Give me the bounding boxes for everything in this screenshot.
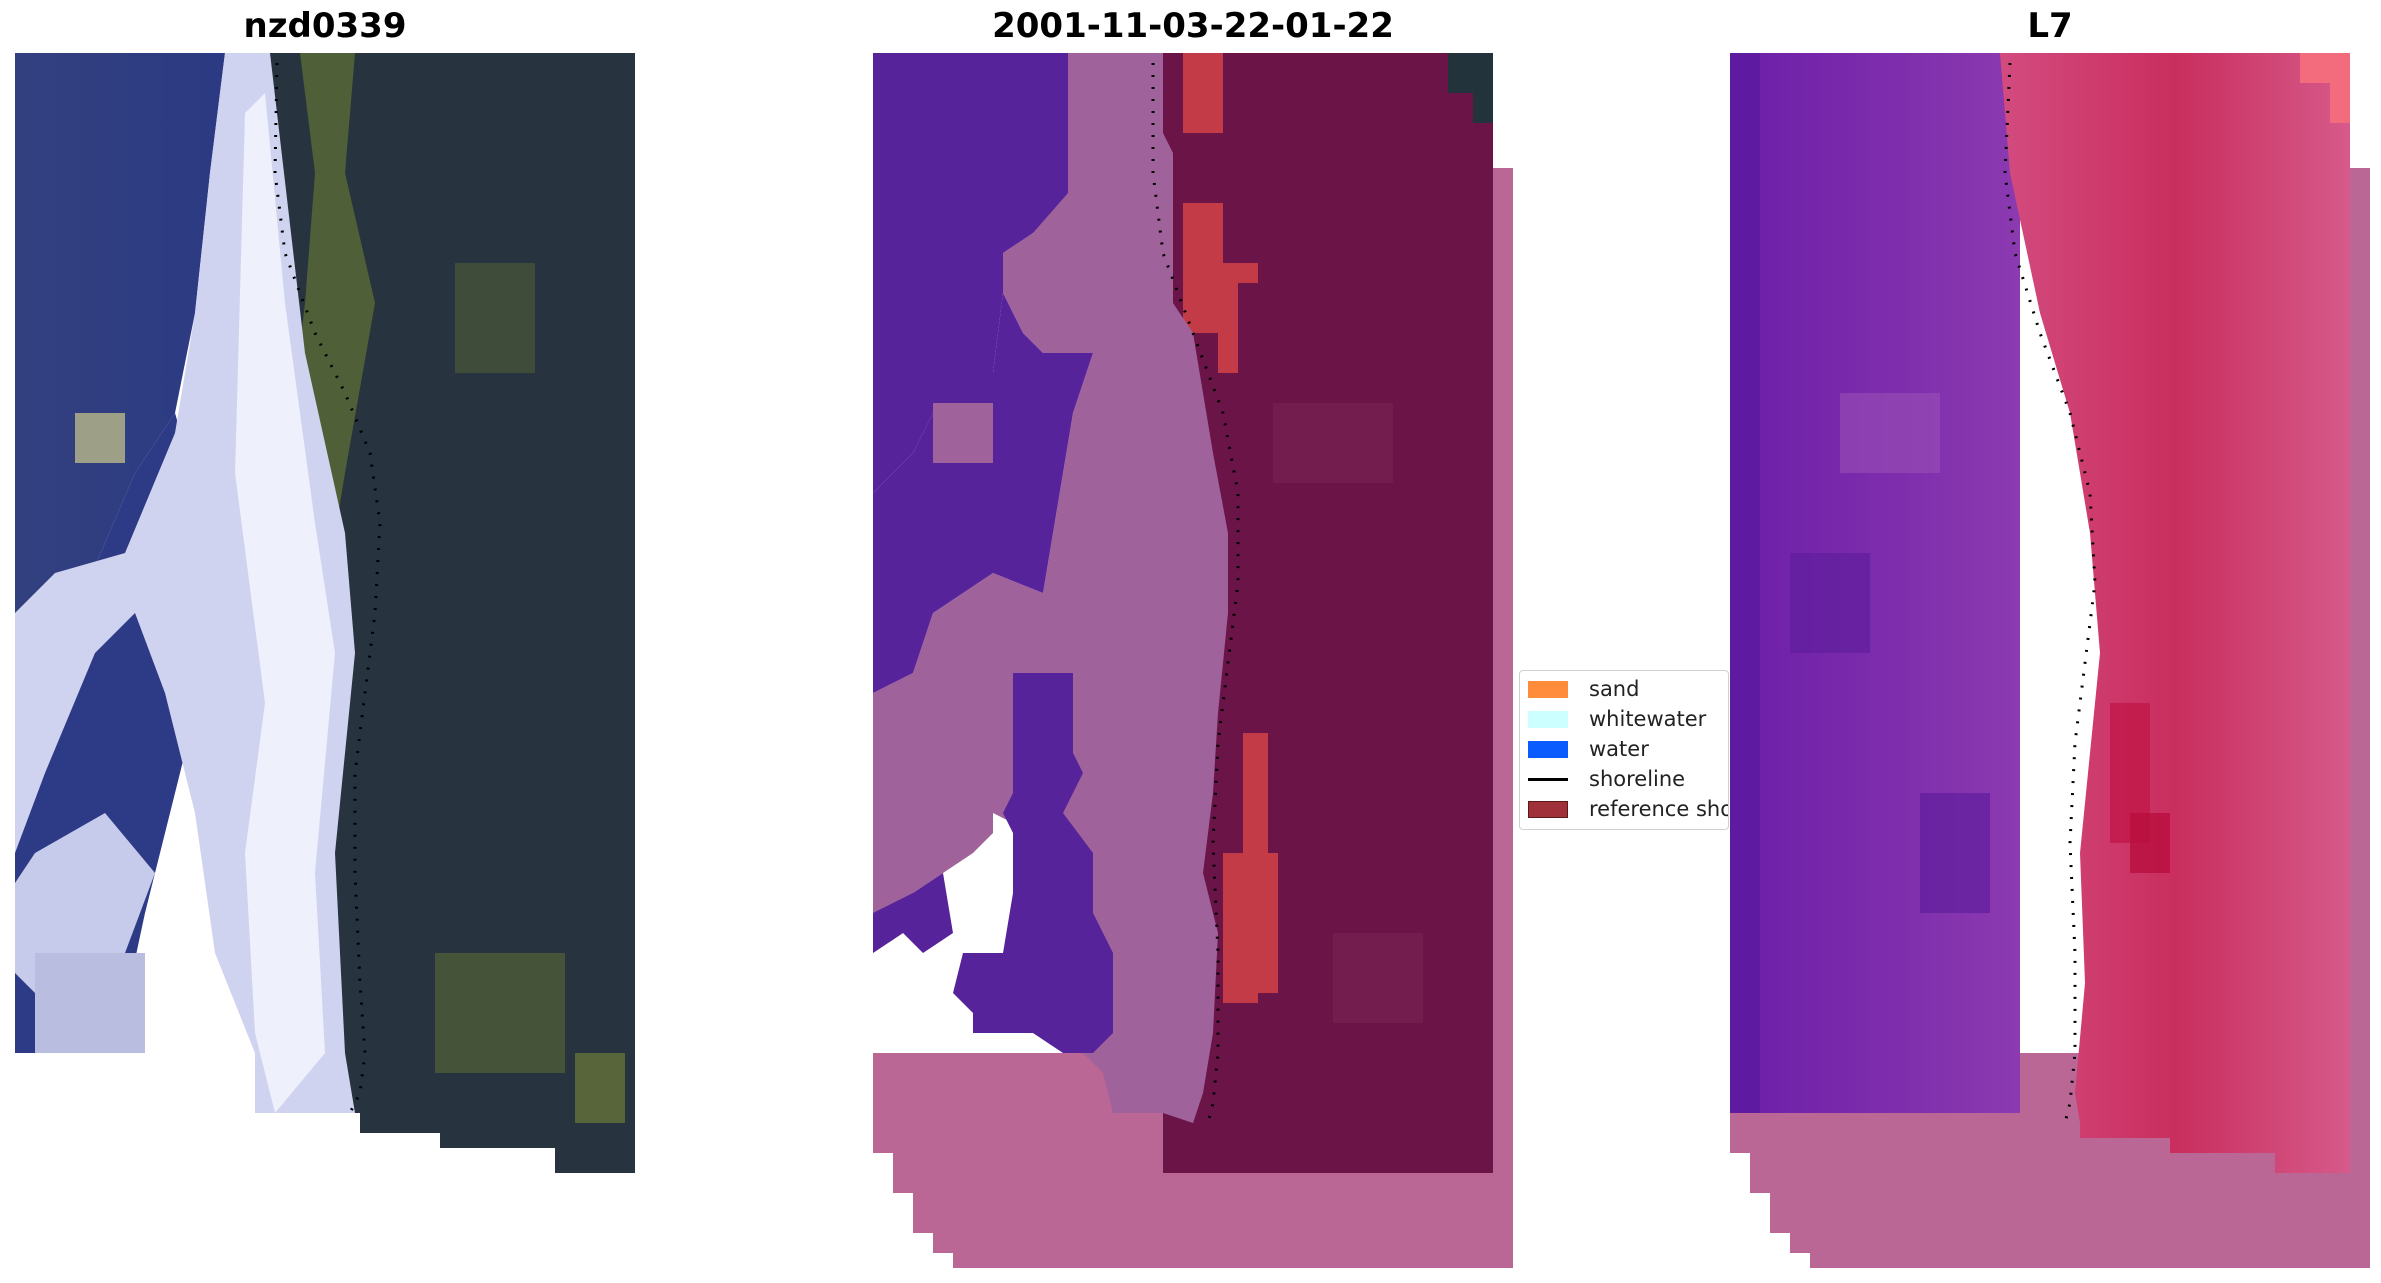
class-water-area — [873, 53, 1068, 493]
index-water-patch — [1840, 393, 1940, 473]
class-land-texture — [1333, 933, 1423, 1023]
index-shoreline — [2003, 62, 2097, 1124]
rgb-vegetation-patch — [455, 263, 535, 373]
rgb-vegetation-patch — [575, 1053, 625, 1123]
index-image-panel — [1730, 53, 2370, 1273]
panel-title-rgb: nzd0339 — [243, 6, 407, 46]
classification-image — [873, 53, 1513, 1273]
class-water-area — [873, 293, 1093, 693]
class-water-patch — [933, 403, 993, 463]
legend-item-water: water — [1528, 737, 1649, 761]
rgb-whitewater-patch — [75, 413, 125, 463]
sand-swatch — [1528, 680, 1568, 698]
whitewater-swatch — [1528, 710, 1568, 728]
legend-label-reference-shoreline: reference sho — [1589, 797, 1729, 821]
index-land-corner — [2330, 83, 2350, 123]
legend-label-sand: sand — [1589, 677, 1640, 701]
index-water-strip — [1730, 53, 1760, 1113]
panel-title-date: 2001-11-03-22-01-22 — [992, 6, 1394, 46]
reference-shoreline-swatch — [1528, 800, 1568, 818]
rgb-image — [15, 53, 635, 1173]
class-sand-patch — [1183, 53, 1223, 133]
rgb-whitewater-patch — [35, 953, 145, 1053]
class-sand-patch — [1243, 733, 1268, 853]
water-swatch — [1528, 740, 1568, 758]
class-land-texture — [1273, 403, 1393, 483]
class-corner-patch — [1448, 53, 1493, 93]
index-land-area — [2000, 53, 2350, 1173]
legend-item-shoreline: shoreline — [1528, 767, 1685, 791]
classification-panel — [873, 53, 1513, 1273]
class-sea-area — [873, 53, 1228, 1123]
index-image — [1730, 53, 2370, 1273]
index-water-area — [1730, 53, 2020, 1113]
legend-label-whitewater: whitewater — [1589, 707, 1707, 731]
legend: sand whitewater water shoreline referenc… — [1519, 670, 1729, 830]
rgb-image-panel — [15, 53, 635, 1173]
class-water-area — [873, 873, 953, 953]
index-water-patch — [1790, 553, 1870, 653]
index-land-strong — [2130, 813, 2170, 873]
legend-label-water: water — [1589, 737, 1649, 761]
rgb-nodata-corner — [15, 1053, 255, 1173]
rgb-nodata-corner — [355, 1113, 635, 1173]
legend-label-shoreline: shoreline — [1589, 767, 1686, 791]
class-sand-patch — [1223, 853, 1278, 1003]
class-water-area — [953, 673, 1113, 1053]
class-shoreline — [1151, 63, 1240, 1124]
legend-item-reference-shoreline: reference sho — [1528, 797, 1729, 821]
class-sand-patch — [1183, 203, 1223, 263]
panel-title-satellite: L7 — [2027, 6, 2073, 46]
index-water-patch — [1920, 793, 1990, 913]
rgb-sea-area — [15, 53, 225, 693]
class-corner-patch — [1473, 93, 1493, 123]
shoreline-line-swatch — [1528, 777, 1568, 781]
rgb-whitewater-core — [235, 93, 335, 1113]
rgb-vegetation-patch — [435, 953, 565, 1073]
legend-item-sand: sand — [1528, 677, 1639, 701]
class-sand-patch — [1183, 263, 1258, 373]
index-land-corner — [2300, 53, 2350, 83]
legend-item-whitewater: whitewater — [1528, 707, 1706, 731]
